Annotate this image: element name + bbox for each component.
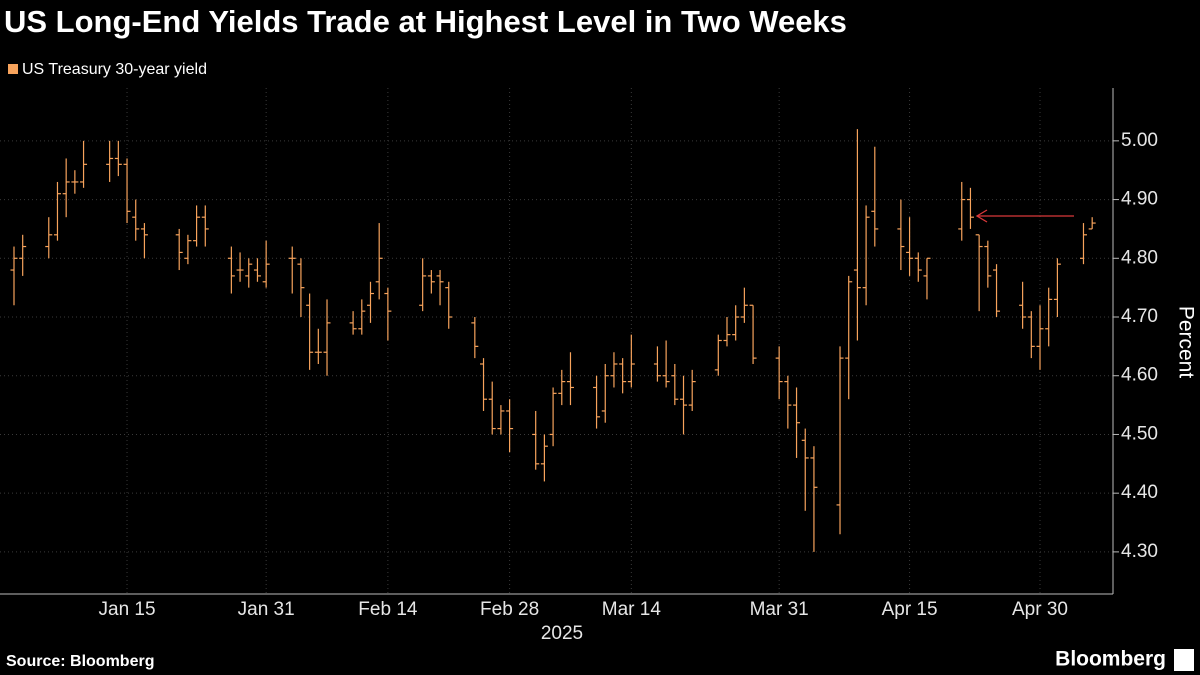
x-tick-label: Feb 28 <box>480 599 539 620</box>
x-tick-label: Jan 15 <box>99 599 156 620</box>
y-tick-label: 4.50 <box>1121 423 1158 444</box>
chart-title: US Long-End Yields Trade at Highest Leve… <box>4 4 847 39</box>
legend-swatch <box>8 64 18 74</box>
x-tick-label: Mar 31 <box>750 599 809 620</box>
annotation-arrowhead <box>975 209 988 223</box>
y-tick-label: 4.70 <box>1121 306 1158 327</box>
source: Source: Bloomberg <box>6 653 154 670</box>
y-tick-label: 4.90 <box>1121 189 1158 210</box>
y-tick-label: 4.60 <box>1121 365 1158 386</box>
x-tick-label: Apr 15 <box>882 599 938 620</box>
x-tick-label: Apr 30 <box>1012 599 1068 620</box>
y-tick-label: 4.30 <box>1121 541 1158 562</box>
x-tick-label: Feb 14 <box>358 599 418 620</box>
x-axis-label: 2025 <box>541 623 583 644</box>
legend-label: US Treasury 30-year yield <box>22 61 207 78</box>
x-tick-label: Mar 14 <box>602 599 662 620</box>
y-tick-label: 5.00 <box>1121 130 1158 151</box>
brand-icon <box>1174 649 1194 671</box>
brand: Bloomberg <box>1055 648 1166 671</box>
y-axis-label: Percent <box>1174 306 1197 379</box>
x-tick-label: Jan 31 <box>238 599 295 620</box>
y-tick-label: 4.40 <box>1121 482 1158 503</box>
y-tick-label: 4.80 <box>1121 247 1158 268</box>
